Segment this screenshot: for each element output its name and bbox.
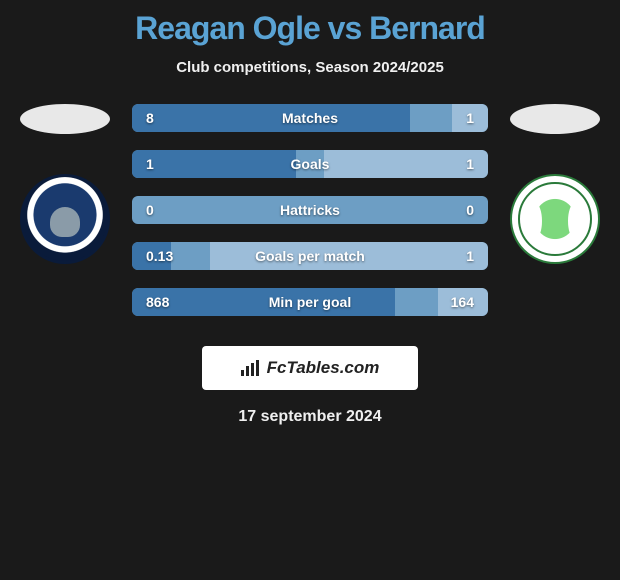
stat-row-hattricks: 0 Hattricks 0 bbox=[132, 196, 488, 224]
fctables-logo: FcTables.com bbox=[202, 346, 418, 390]
stat-right-value: 1 bbox=[466, 156, 488, 172]
stat-right-value: 1 bbox=[466, 110, 488, 126]
comparison-container: 8 Matches 1 1 Goals 1 0 Hattricks 0 0.13… bbox=[0, 104, 620, 334]
left-club-badge bbox=[20, 174, 110, 264]
stat-label: Matches bbox=[132, 110, 488, 126]
stats-list: 8 Matches 1 1 Goals 1 0 Hattricks 0 0.13… bbox=[120, 104, 500, 334]
stat-label: Hattricks bbox=[132, 202, 488, 218]
stat-right-value: 0 bbox=[466, 202, 488, 218]
right-club-badge bbox=[510, 174, 600, 264]
stat-row-goals: 1 Goals 1 bbox=[132, 150, 488, 178]
stat-row-gpm: 0.13 Goals per match 1 bbox=[132, 242, 488, 270]
stat-label: Min per goal bbox=[132, 294, 488, 310]
page-title: Reagan Ogle vs Bernard bbox=[0, 0, 620, 47]
logo-text: FcTables.com bbox=[267, 358, 380, 378]
date-label: 17 september 2024 bbox=[0, 408, 620, 426]
stat-label: Goals per match bbox=[132, 248, 488, 264]
subtitle: Club competitions, Season 2024/2025 bbox=[0, 59, 620, 76]
right-player-column bbox=[500, 104, 610, 264]
stat-row-matches: 8 Matches 1 bbox=[132, 104, 488, 132]
stat-row-mpg: 868 Min per goal 164 bbox=[132, 288, 488, 316]
left-player-column bbox=[10, 104, 120, 264]
bar-chart-icon bbox=[241, 360, 261, 376]
stat-right-value: 164 bbox=[451, 294, 488, 310]
stat-label: Goals bbox=[132, 156, 488, 172]
left-player-avatar bbox=[20, 104, 110, 134]
stat-right-value: 1 bbox=[466, 248, 488, 264]
right-player-avatar bbox=[510, 104, 600, 134]
